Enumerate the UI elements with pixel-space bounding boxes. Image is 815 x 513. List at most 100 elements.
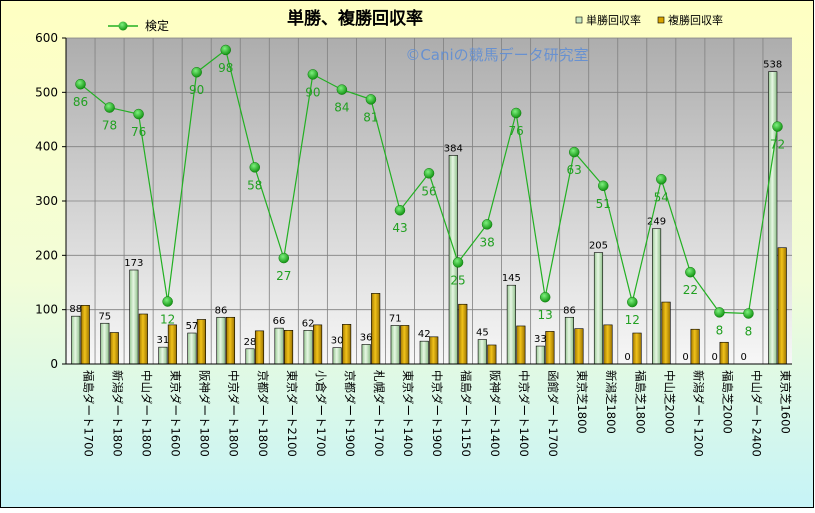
bar-win-label: 205 xyxy=(589,241,608,252)
test-point-label: 78 xyxy=(102,119,117,133)
bar-win-label: 0 xyxy=(741,352,747,363)
test-point xyxy=(191,66,202,78)
test-point xyxy=(133,108,144,120)
bar-win-label: 88 xyxy=(69,304,82,315)
x-tick-label: 阪神ダート1400 xyxy=(488,370,502,457)
bar-win xyxy=(158,346,168,365)
test-point-label: 12 xyxy=(625,313,640,327)
bar-place xyxy=(661,301,671,365)
test-point-label: 43 xyxy=(392,221,407,235)
bar-win xyxy=(768,71,778,365)
bar-place xyxy=(400,325,410,365)
bar-win-label: 57 xyxy=(186,321,199,332)
bar-place xyxy=(283,330,294,365)
bar-place xyxy=(632,332,642,365)
bar-win xyxy=(303,330,313,365)
bar-win-label: 30 xyxy=(331,336,344,347)
legend: 検定 単勝回収率 複勝回収率 xyxy=(108,13,723,33)
legend-marker-swatch xyxy=(118,21,128,31)
bar-win-label: 42 xyxy=(418,329,431,340)
test-point-label: 38 xyxy=(479,235,494,249)
test-point xyxy=(597,180,609,192)
x-tick-label: 東京ダート1600 xyxy=(169,370,183,457)
y-tick-label: 500 xyxy=(35,85,58,99)
test-point-label: 63 xyxy=(567,163,582,177)
bar-win xyxy=(477,339,487,365)
test-point-label: 54 xyxy=(654,190,669,204)
bar-place xyxy=(458,303,468,365)
test-point xyxy=(539,291,551,303)
test-point xyxy=(365,94,377,105)
bar-win-label: 71 xyxy=(389,313,402,324)
test-point-label: 90 xyxy=(189,83,204,97)
y-tick-label: 100 xyxy=(35,303,58,317)
x-tick-label: 京都ダート1900 xyxy=(343,370,357,457)
y-tick-label: 200 xyxy=(35,248,58,262)
test-point-label: 12 xyxy=(160,313,175,327)
bar-win-label: 86 xyxy=(215,305,228,316)
grid xyxy=(66,37,792,364)
test-point-label: 81 xyxy=(363,110,378,124)
test-point xyxy=(743,308,754,319)
watermark: ©Caniの競馬データ研究室 xyxy=(405,46,588,64)
x-tick-label: 東京芝1600 xyxy=(778,370,792,434)
test-point xyxy=(162,296,173,307)
bar-win-label: 0 xyxy=(711,352,717,363)
bar-place xyxy=(109,332,119,365)
test-point xyxy=(772,121,783,132)
x-tick-label: 新潟ダート1200 xyxy=(691,370,705,457)
legend-label-test: 検定 xyxy=(145,18,169,33)
y-tick-label: 300 xyxy=(35,194,58,208)
bar-win-label: 86 xyxy=(563,305,576,316)
bar-place xyxy=(603,324,613,365)
test-point-label: 8 xyxy=(716,323,724,337)
test-point xyxy=(423,168,435,179)
bar-place xyxy=(196,319,206,365)
bar-win-label: 36 xyxy=(360,332,373,343)
test-point xyxy=(75,78,86,90)
test-point xyxy=(627,296,638,308)
bar-place xyxy=(574,328,584,365)
x-tick-label: 阪神ダート1800 xyxy=(198,370,212,457)
legend-label-win: 単勝回収率 xyxy=(586,13,641,27)
bar-win xyxy=(71,315,81,365)
test-point xyxy=(714,307,725,318)
bar-place xyxy=(777,247,787,365)
test-point xyxy=(249,162,261,173)
bar-win-label: 33 xyxy=(534,334,547,345)
bar-place xyxy=(342,324,352,365)
bar-win-label: 0 xyxy=(682,352,688,363)
bar-place xyxy=(487,344,497,365)
x-tick-label: 中山芝2000 xyxy=(662,370,676,434)
x-tick-label: 札幌ダート1700 xyxy=(372,370,386,457)
x-tick-label: 中京ダート1400 xyxy=(517,370,531,457)
bar-win xyxy=(216,316,226,365)
test-point xyxy=(568,146,580,158)
x-tick-label: 福島ダート1150 xyxy=(459,370,473,457)
bar-place xyxy=(254,330,265,365)
bar-win xyxy=(361,344,371,365)
test-point-label: 86 xyxy=(73,95,88,109)
x-tick-label: 東京ダート1400 xyxy=(401,370,415,457)
bar-place xyxy=(719,341,729,365)
test-point-label: 56 xyxy=(421,184,436,198)
bar-win xyxy=(100,322,110,365)
y-tick-label: 600 xyxy=(35,31,58,45)
test-point xyxy=(481,219,493,230)
bar-win-label: 0 xyxy=(624,352,630,363)
x-tick-label: 福島芝2000 xyxy=(720,370,734,434)
bar-place xyxy=(371,293,381,365)
legend-swatch-place xyxy=(657,16,665,24)
bar-win xyxy=(419,340,429,365)
legend-label-place: 複勝回収率 xyxy=(668,13,723,27)
test-point xyxy=(104,102,115,113)
bar-win-label: 173 xyxy=(124,258,143,269)
x-tick-label: 中山ダート2400 xyxy=(749,370,763,457)
bar-win xyxy=(506,284,516,365)
test-point xyxy=(510,107,522,119)
bar-win xyxy=(390,325,400,365)
bar-win xyxy=(564,316,575,365)
bar-win xyxy=(274,327,284,365)
